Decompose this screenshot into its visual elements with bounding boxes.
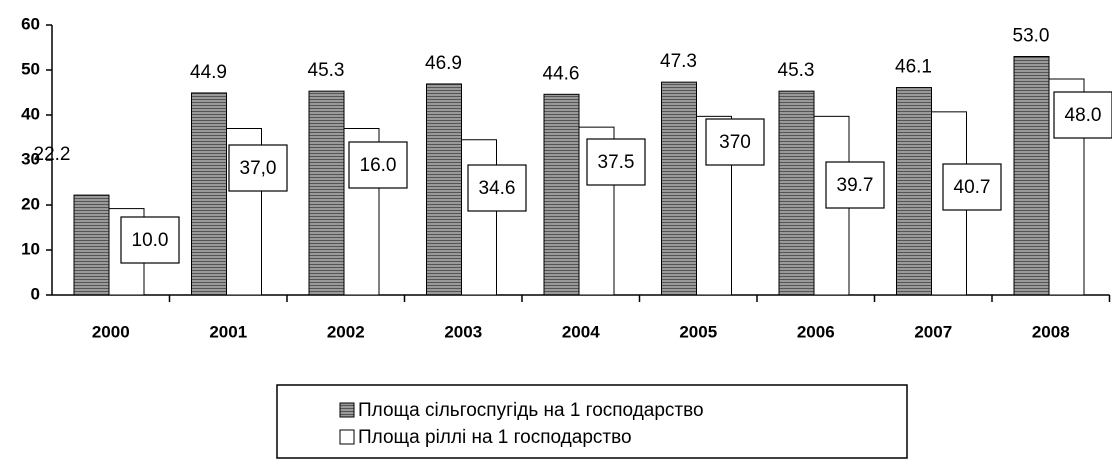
annotation-box xyxy=(348,141,408,189)
annotation-box xyxy=(586,138,646,186)
y-tick-label: 0 xyxy=(31,284,40,303)
annotation-box xyxy=(705,118,765,166)
x-tick-label: 2006 xyxy=(797,322,835,341)
annotation-box xyxy=(1053,91,1112,139)
bar xyxy=(73,194,110,296)
annotation: 10.0 xyxy=(132,230,169,251)
annotation-box xyxy=(228,144,288,192)
legend-swatch xyxy=(339,429,355,445)
annotation: 34.6 xyxy=(479,178,516,199)
annotation-box xyxy=(942,163,1002,211)
legend-box xyxy=(276,384,908,459)
data-label: 46.1 xyxy=(895,57,932,78)
bar xyxy=(543,93,580,296)
x-tick-label: 2008 xyxy=(1032,322,1070,341)
y-tick-label: 20 xyxy=(21,194,40,213)
data-label: 22.2 xyxy=(34,144,71,165)
data-label: 46.9 xyxy=(425,53,462,74)
annotation-box xyxy=(825,161,885,209)
data-label: 47.3 xyxy=(660,51,697,72)
y-tick-label: 30 xyxy=(21,149,40,168)
bar xyxy=(461,139,497,296)
annotation: 40.7 xyxy=(954,177,991,198)
data-label: 44.9 xyxy=(190,62,227,83)
y-tick-label: 40 xyxy=(21,104,40,123)
annotation: 370 xyxy=(719,132,751,153)
data-label: 45.3 xyxy=(778,60,815,81)
annotation: 39.7 xyxy=(837,175,874,196)
annotation-box xyxy=(120,216,180,264)
x-tick-label: 2007 xyxy=(914,322,952,341)
annotation: 48.0 xyxy=(1065,105,1102,126)
y-tick-label: 60 xyxy=(21,14,40,33)
annotation: 37.5 xyxy=(598,152,635,173)
legend-label: Площа сільгоспугідь на 1 господарство xyxy=(358,400,704,421)
annotation: 16.0 xyxy=(360,155,397,176)
bar xyxy=(426,83,462,296)
legend-swatch xyxy=(339,402,355,418)
y-tick-label: 50 xyxy=(21,59,40,78)
bar xyxy=(1013,56,1050,296)
annotation-box xyxy=(467,164,527,212)
x-tick-label: 2001 xyxy=(209,322,247,341)
bar xyxy=(191,92,227,296)
bar xyxy=(896,87,932,296)
x-tick-label: 2005 xyxy=(679,322,717,341)
data-label: 53.0 xyxy=(1013,26,1050,47)
annotation: 37,0 xyxy=(240,158,277,179)
x-tick-label: 2002 xyxy=(327,322,365,341)
bar xyxy=(661,81,697,296)
x-tick-label: 2000 xyxy=(92,322,130,341)
y-tick-label: 10 xyxy=(21,239,40,258)
data-label: 44.6 xyxy=(543,63,580,84)
x-tick-label: 2004 xyxy=(562,322,600,341)
bar xyxy=(778,90,815,296)
bar xyxy=(308,90,345,296)
data-label: 45.3 xyxy=(308,60,345,81)
legend-label: Площа ріллі на 1 господарство xyxy=(358,427,632,448)
x-tick-label: 2003 xyxy=(444,322,482,341)
